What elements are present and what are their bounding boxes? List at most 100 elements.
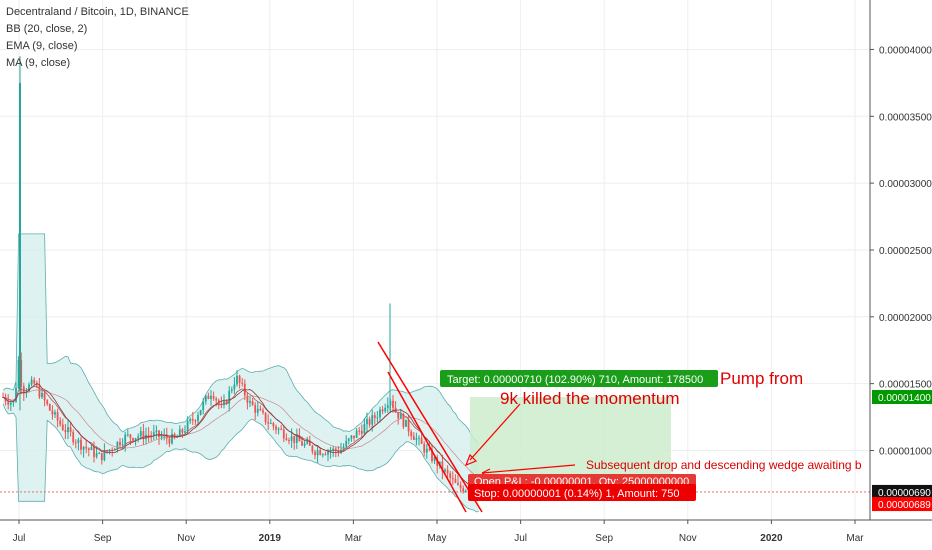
candle-body (425, 448, 428, 453)
candle-body (379, 409, 381, 418)
candle-body (82, 446, 85, 450)
arrow-pump-head (464, 453, 478, 467)
candle-body (28, 384, 30, 392)
candle-body (51, 410, 54, 415)
candle-body (376, 417, 379, 419)
price-badge[interactable] (872, 497, 932, 512)
candle-body (176, 436, 179, 438)
candle-body (446, 469, 449, 474)
candle-body (251, 401, 254, 406)
candle-body (181, 429, 184, 433)
candle-body (464, 490, 467, 492)
wedge-upper-line[interactable] (377, 341, 483, 513)
candle-body (74, 442, 77, 444)
candle-body (168, 438, 171, 444)
candle-body (363, 424, 366, 434)
bb-upper (2, 233, 480, 446)
candle-body (332, 448, 335, 451)
target-label-box[interactable] (440, 370, 718, 387)
candle-body (186, 421, 189, 432)
candle-body (207, 395, 210, 399)
y-tick-label: 0.00001000 (879, 446, 932, 457)
candle-body (353, 435, 355, 438)
candle-body (152, 432, 155, 436)
candle-body (267, 422, 270, 424)
candle-body (412, 436, 415, 440)
price-badge[interactable] (872, 484, 932, 499)
candle-body (90, 447, 93, 451)
candle-body (241, 382, 244, 384)
bollinger-bands (2, 233, 480, 513)
candle-body (228, 390, 231, 404)
candle-body (7, 401, 10, 405)
candle-body (93, 447, 95, 457)
wedge-lower-line[interactable] (387, 371, 467, 513)
price-badge-label: 0.00000689 (878, 500, 931, 511)
candle-body (77, 439, 80, 443)
candle-body (293, 436, 296, 443)
candle-body (61, 424, 64, 431)
candle-body (410, 431, 413, 437)
candle-body (298, 435, 301, 442)
candle-body (72, 432, 75, 443)
candle-body (449, 473, 452, 478)
x-tick-label: Nov (177, 533, 195, 544)
candle-body (373, 415, 376, 419)
candle-body (191, 418, 194, 421)
candle-body (269, 423, 272, 425)
indicator-ema[interactable]: EMA (9, close) (6, 40, 78, 52)
candle-body (397, 412, 400, 419)
arrow-pump-line[interactable] (469, 403, 521, 461)
candle-body (347, 438, 350, 441)
candle-body (366, 419, 368, 425)
candle-body (67, 427, 69, 433)
price-badge[interactable] (872, 390, 932, 405)
time-axis[interactable]: Jul Sep Nov 2019 Mar May Jul Sep Nov 2020 Mar (0, 519, 932, 544)
candle-body (316, 450, 319, 456)
candle-body (137, 436, 140, 439)
candle-body (121, 444, 124, 446)
candle-body (69, 427, 72, 433)
candle-body (249, 401, 251, 403)
candle-body (319, 450, 322, 455)
indicator-ma[interactable]: MA (9, close) (6, 57, 71, 69)
candle-body (46, 400, 49, 405)
candle-body (314, 451, 316, 456)
candle-body (85, 446, 88, 449)
candle-body (204, 395, 207, 402)
candle-body (301, 441, 303, 446)
candle-body (288, 440, 290, 442)
candle-body (327, 451, 329, 455)
price-axis[interactable]: 0.00001000 0.00001500 0.00002000 0.00002500… (869, 0, 932, 520)
trendline-drawings (377, 341, 576, 513)
candle-body (368, 419, 371, 425)
arrow-wedge-line[interactable] (481, 464, 576, 474)
candle-body (95, 453, 98, 457)
y-tick-label: 0.00001500 (879, 380, 932, 391)
candle-body (20, 360, 23, 387)
candle-body (223, 400, 225, 406)
candle-body (87, 448, 90, 451)
candle-body (392, 400, 394, 408)
annotation-wedge: Subsequent drop and descending wedge awa… (586, 458, 862, 472)
candle-body (103, 450, 106, 461)
candle-body (256, 408, 259, 413)
candle-body (147, 434, 150, 436)
candle-body (423, 443, 426, 453)
stop-label: Stop: 0.00000001 (0.14%) 1, Amount: 750 (474, 488, 679, 500)
candle-body (360, 430, 363, 434)
candle-body (158, 430, 160, 438)
candle-body (100, 453, 103, 461)
candle-body (155, 430, 158, 433)
bb-fill (3, 233, 479, 512)
annotation-pump-line1: Pump from (720, 369, 803, 388)
candle-body (420, 437, 423, 444)
candle-body (178, 429, 181, 437)
candle-body (418, 437, 420, 439)
candle-body (407, 419, 410, 432)
candle-body (132, 438, 134, 441)
candle-body (275, 426, 277, 430)
stop-label-box[interactable] (468, 484, 696, 501)
indicator-bb[interactable]: BB (20, close, 2) (6, 23, 88, 35)
